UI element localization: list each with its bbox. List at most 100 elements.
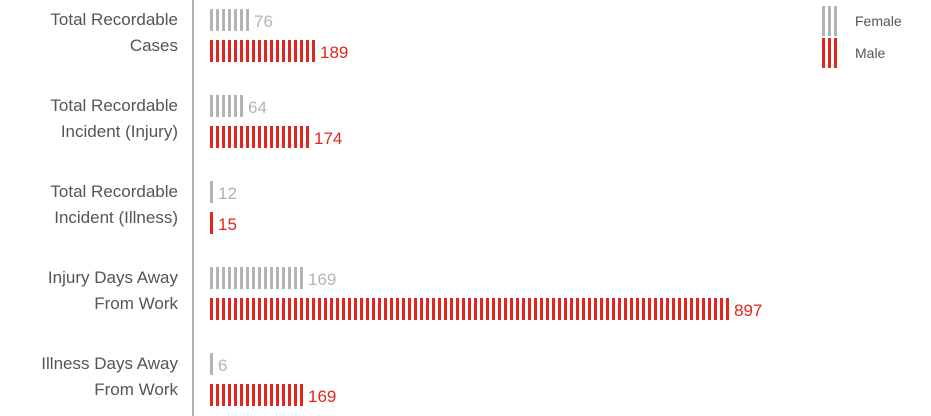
bar-stripe [216, 298, 219, 320]
category-label: Total Recordable Incident (Illness) [50, 182, 178, 227]
bar-stripe [276, 298, 279, 320]
bar-stripe [522, 298, 525, 320]
bar-stripe [702, 298, 705, 320]
bar-stripe [246, 40, 249, 62]
category-label: Total Recordable Incident (Injury) [50, 96, 178, 141]
bar-stripe [252, 267, 255, 289]
bar-stripe [414, 298, 417, 320]
bar-stripe [642, 298, 645, 320]
bar-stripe [246, 267, 249, 289]
bar-stripe [270, 384, 273, 406]
bar-stripe [312, 298, 315, 320]
category-label-line: Total Recordable [50, 182, 178, 201]
bar-stripe [696, 298, 699, 320]
bar-stripe [210, 298, 213, 320]
bar-stripe [234, 40, 237, 62]
bar-stripe [228, 126, 231, 148]
bar-stripe [354, 298, 357, 320]
bar-stripe [210, 9, 213, 31]
category-label-line: Illness Days Away [41, 354, 178, 373]
bar-stripe [246, 9, 249, 31]
bar-stripe [216, 384, 219, 406]
bar-stripe [246, 384, 249, 406]
bar-stripe [210, 95, 213, 117]
bar-stripe [558, 298, 561, 320]
bar-male [210, 384, 303, 406]
bar-stripe [438, 298, 441, 320]
bar-stripe [312, 40, 315, 62]
bar-stripe [258, 298, 261, 320]
bar-stripe [258, 267, 261, 289]
bar-stripe [282, 298, 285, 320]
category-labels: Total Recordable Cases Total Recordable Inc… [41, 10, 178, 399]
bar-stripe [222, 9, 225, 31]
bar-stripe [300, 126, 303, 148]
bar-stripe [570, 298, 573, 320]
data-label: 64 [248, 98, 267, 117]
legend-label: Female [855, 13, 902, 29]
bar-stripe [216, 126, 219, 148]
bar-stripe [624, 298, 627, 320]
data-label: 189 [320, 43, 348, 62]
category-label-line: Incident (Illness) [54, 208, 178, 227]
bar-stripe [234, 9, 237, 31]
bar-stripe [504, 298, 507, 320]
bar-stripe [474, 298, 477, 320]
bar-stripe [492, 298, 495, 320]
bar-stripe [462, 298, 465, 320]
bar-stripe [216, 9, 219, 31]
bar-stripe [222, 40, 225, 62]
bar-stripe [288, 298, 291, 320]
bar-stripe [240, 9, 243, 31]
category-label-line: Injury Days Away [48, 268, 179, 287]
bar-stripe [252, 384, 255, 406]
bar-stripe [222, 298, 225, 320]
data-label: 897 [734, 301, 762, 320]
bar-stripe [306, 126, 309, 148]
bar-stripe [216, 267, 219, 289]
category-label: Injury Days Away From Work [48, 268, 179, 313]
bar-stripe [282, 126, 285, 148]
bar-stripe [288, 126, 291, 148]
bar-stripe [540, 298, 543, 320]
data-label: 169 [308, 387, 336, 406]
bar-stripe [264, 126, 267, 148]
bar-stripe [564, 298, 567, 320]
data-label: 12 [218, 184, 237, 203]
bar-stripe [228, 384, 231, 406]
bar-stripe [612, 298, 615, 320]
bar-stripe [276, 126, 279, 148]
bar-stripe [210, 181, 213, 203]
bar-stripe [306, 40, 309, 62]
bar-stripe [324, 298, 327, 320]
category-label-line: From Work [94, 380, 178, 399]
bar-stripe [630, 298, 633, 320]
bar-stripe [420, 298, 423, 320]
bar-stripe [708, 298, 711, 320]
bar-stripe [300, 298, 303, 320]
bar-stripe [228, 267, 231, 289]
bar-stripe [726, 298, 729, 320]
data-label: 6 [218, 356, 227, 375]
bar-stripe [330, 298, 333, 320]
bar-stripe [282, 384, 285, 406]
category-label-line: From Work [94, 294, 178, 313]
bar-stripe [294, 298, 297, 320]
bar-stripe [270, 40, 273, 62]
bar-stripe [648, 298, 651, 320]
bar-stripe [252, 40, 255, 62]
bar-stripe [582, 298, 585, 320]
bar-stripe [714, 298, 717, 320]
bar-stripe [678, 298, 681, 320]
bar-stripe [534, 298, 537, 320]
bar-stripe [270, 298, 273, 320]
bar-stripe [528, 298, 531, 320]
bar-stripe [216, 95, 219, 117]
bar-stripe [288, 384, 291, 406]
bar-stripe [294, 267, 297, 289]
bar-stripe [384, 298, 387, 320]
bar-stripe [498, 298, 501, 320]
bar-stripe [318, 298, 321, 320]
bar-stripe [456, 298, 459, 320]
